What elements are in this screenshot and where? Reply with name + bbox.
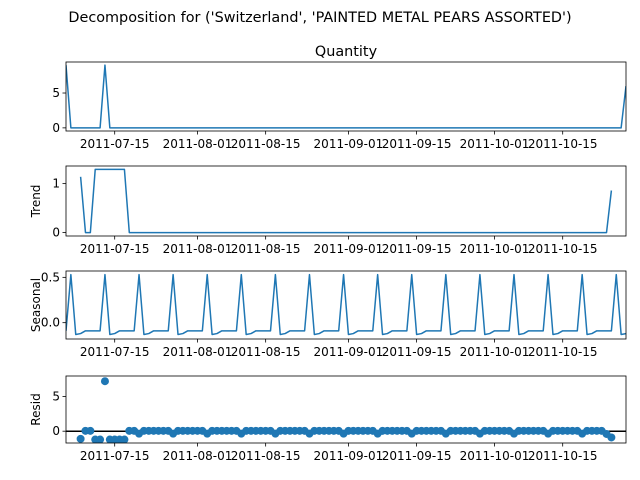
y-tick-label: 5 (52, 389, 60, 403)
panel-title: Quantity (315, 44, 378, 60)
x-tick-label: 2011-09-15 (382, 345, 452, 359)
x-tick-label: 2011-08-01 (163, 345, 233, 359)
resid-point (120, 435, 129, 443)
x-tick-label: 2011-07-15 (80, 449, 150, 463)
x-tick-label: 2011-09-15 (382, 242, 452, 256)
x-tick-label: 2011-10-01 (460, 242, 530, 256)
x-tick-label: 2011-07-15 (80, 345, 150, 359)
x-tick-label: 2011-08-15 (231, 242, 301, 256)
x-tick-label: 2011-09-01 (314, 137, 384, 151)
plot-area (66, 273, 626, 336)
x-tick-label: 2011-07-15 (80, 137, 150, 151)
x-tick-label: 2011-10-01 (460, 345, 530, 359)
series-line (66, 273, 626, 336)
x-tick-label: 2011-09-01 (314, 242, 384, 256)
resid-point (100, 377, 109, 386)
x-tick-label: 2011-10-15 (528, 242, 598, 256)
y-tick-label: 5 (52, 86, 60, 100)
y-axis-label: Seasonal (29, 278, 43, 332)
x-tick-label: 2011-09-15 (382, 449, 452, 463)
x-tick-label: 2011-08-15 (231, 345, 301, 359)
y-axis-label: Trend (29, 185, 43, 219)
y-tick-label: 0.0 (41, 316, 60, 330)
x-tick-label: 2011-09-01 (314, 449, 384, 463)
figure-title: Decomposition for ('Switzerland', 'PAINT… (68, 10, 571, 26)
axes-frame (65, 270, 627, 340)
x-tick-label: 2011-09-01 (314, 345, 384, 359)
y-tick-label: 1 (52, 177, 60, 191)
plot-area (66, 64, 626, 129)
axes-frame (65, 61, 627, 132)
x-tick-label: 2011-08-01 (163, 242, 233, 256)
plot-area (66, 377, 626, 443)
x-tick-label: 2011-08-01 (163, 137, 233, 151)
x-tick-label: 2011-08-15 (231, 137, 301, 151)
x-tick-label: 2011-10-15 (528, 137, 598, 151)
x-tick-label: 2011-10-15 (528, 345, 598, 359)
x-tick-label: 2011-07-15 (80, 242, 150, 256)
y-tick-label: 0 (52, 226, 60, 240)
y-tick-label: 0 (52, 424, 60, 438)
x-tick-label: 2011-08-01 (163, 449, 233, 463)
resid-point (96, 435, 105, 443)
x-tick-label: 2011-10-01 (460, 137, 530, 151)
series-line (79, 168, 613, 234)
resid-point (86, 426, 95, 435)
x-tick-label: 2011-08-15 (231, 449, 301, 463)
y-axis-label: Resid (29, 393, 43, 425)
x-tick-label: 2011-09-15 (382, 137, 452, 151)
resid-point (76, 434, 85, 443)
axes-frame (65, 375, 627, 444)
resid-point (607, 433, 616, 442)
plot-area (79, 168, 613, 234)
y-tick-label: 0 (52, 121, 60, 135)
series-line (66, 64, 626, 129)
x-tick-label: 2011-10-01 (460, 449, 530, 463)
x-tick-label: 2011-10-15 (528, 449, 598, 463)
axes-frame (65, 165, 627, 237)
y-tick-label: 0.5 (41, 270, 60, 284)
